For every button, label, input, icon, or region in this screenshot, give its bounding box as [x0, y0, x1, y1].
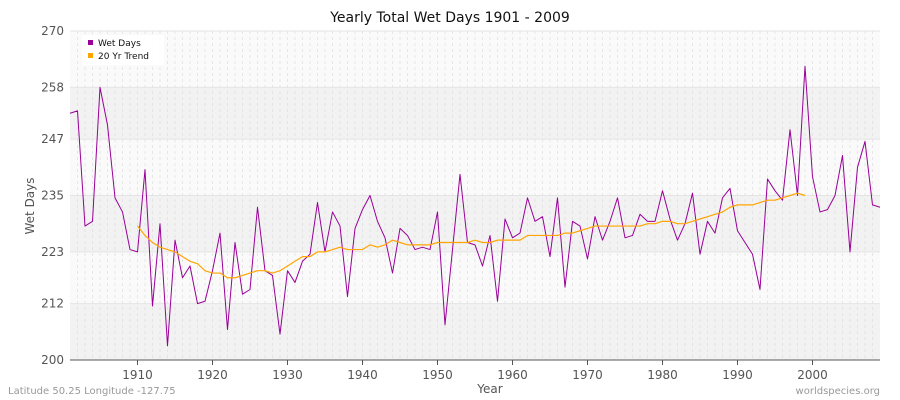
tick-labels: 200 212 223 235 247 258 270 1910 1920 1930 1940 195…	[41, 24, 828, 382]
y-axis-title: Wet Days	[23, 177, 37, 234]
x-tick-label: 1980	[647, 368, 678, 382]
legend-label-wet-days: Wet Days	[98, 39, 141, 49]
legend-box	[82, 35, 164, 65]
chart-title: Yearly Total Wet Days 1901 - 2009	[329, 10, 570, 26]
y-tick-label: 212	[41, 297, 64, 311]
series-line-20yr-trend	[137, 192, 806, 279]
axes	[70, 359, 880, 365]
y-tick-label: 258	[41, 80, 64, 94]
legend-swatch-20yr-trend	[88, 53, 93, 58]
footer-coordinates: Latitude 50.25 Longitude -127.75	[8, 386, 176, 397]
x-tick-label: 1960	[497, 368, 528, 382]
legend-label-20yr-trend: 20 Yr Trend	[98, 52, 149, 62]
y-tick-label: 223	[41, 245, 64, 259]
x-axis-title: Year	[476, 382, 502, 396]
x-tick-label: 1920	[197, 368, 228, 382]
x-tick-label: 2000	[797, 368, 828, 382]
x-tick-label: 1970	[572, 368, 603, 382]
series-line-wet-days	[69, 65, 881, 347]
x-tick-label: 1930	[272, 368, 303, 382]
y-tick-label: 270	[41, 24, 64, 38]
legend-swatch-wet-days	[88, 40, 93, 45]
y-tick-label: 235	[41, 189, 64, 203]
x-tick-label: 1940	[347, 368, 378, 382]
legend: Wet Days 20 Yr Trend	[82, 35, 164, 65]
x-tick-label: 1910	[122, 368, 153, 382]
x-tick-label: 1990	[722, 368, 753, 382]
series-layer	[69, 65, 881, 347]
plot-band	[70, 87, 880, 140]
footer-source: worldspecies.org	[796, 386, 880, 397]
x-tick-label: 1950	[422, 368, 453, 382]
y-tick-label: 247	[41, 132, 64, 146]
plot-band	[70, 31, 880, 88]
y-tick-label: 200	[41, 353, 64, 367]
plot-band	[70, 139, 880, 196]
